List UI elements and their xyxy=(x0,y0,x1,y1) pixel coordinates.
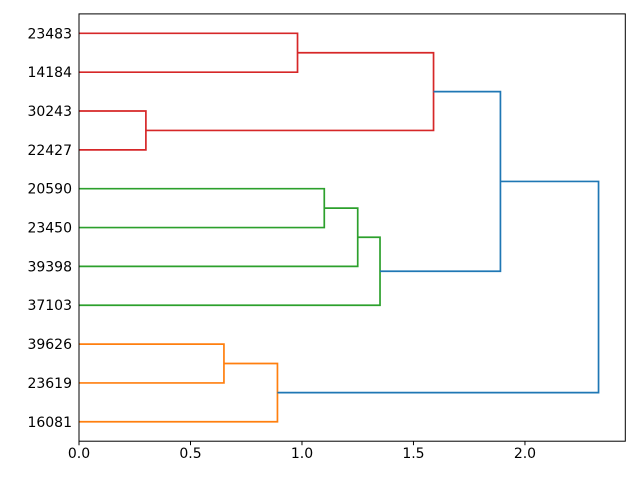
dendrogram-link-orange xyxy=(79,362,279,423)
dendrogram-link-orange xyxy=(79,343,225,384)
leaf-label-14184: 14184 xyxy=(27,65,72,81)
dendrogram-link-red xyxy=(79,32,299,74)
dendrogram-link-green xyxy=(79,187,326,229)
leaf-label-39626: 39626 xyxy=(27,337,72,353)
x-tick-label-0.5: 0.5 xyxy=(179,446,201,462)
leaf-label-23450: 23450 xyxy=(27,221,72,237)
leaf-label-39398: 39398 xyxy=(27,259,72,275)
x-tick-label-2.0: 2.0 xyxy=(514,446,536,462)
leaf-label-30243: 30243 xyxy=(27,104,72,120)
leaf-label-20590: 20590 xyxy=(27,182,72,198)
x-tick-label-1.5: 1.5 xyxy=(402,446,424,462)
leaf-label-23619: 23619 xyxy=(27,376,72,392)
x-tick-label-1.0: 1.0 xyxy=(291,446,313,462)
leaf-label-16081: 16081 xyxy=(27,415,72,431)
dendrogram-link-blue xyxy=(277,180,600,394)
dendrogram-link-green xyxy=(79,236,381,307)
leaf-label-22427: 22427 xyxy=(27,143,72,159)
dendrogram-link-green xyxy=(79,207,359,268)
dendrogram-link-blue xyxy=(380,90,502,273)
leaf-label-23483: 23483 xyxy=(27,26,72,42)
dendrogram-link-red xyxy=(145,51,435,132)
x-tick-label-0.0: 0.0 xyxy=(68,446,90,462)
axes-frame xyxy=(78,13,626,442)
dendrogram-link-red xyxy=(79,110,147,151)
leaf-label-37103: 37103 xyxy=(27,298,72,314)
